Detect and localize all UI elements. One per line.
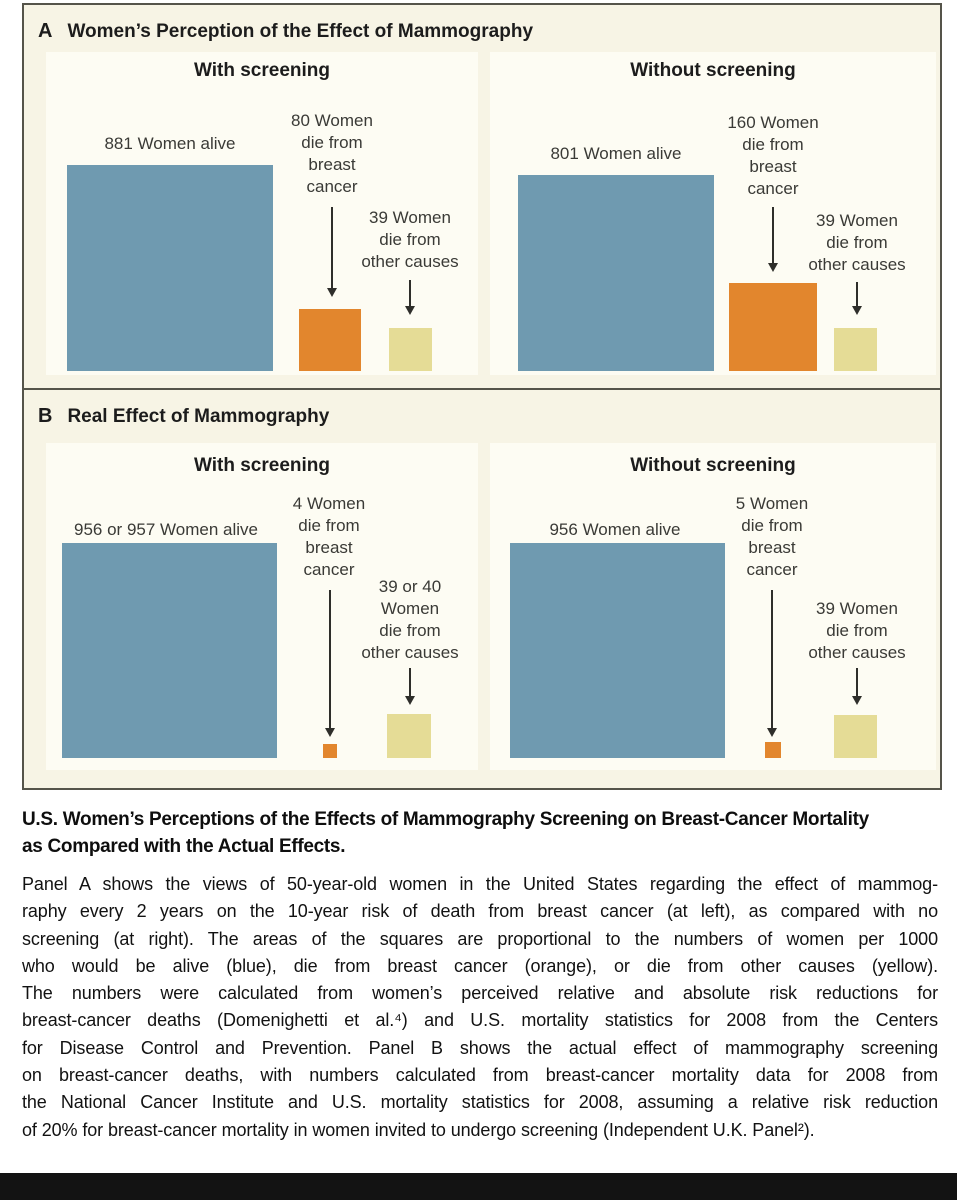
label-line: die from [826,233,888,252]
label-line: die from [741,516,803,535]
alive-square [518,175,714,371]
panel-b-with-screening-chart: With screening 956 or 957 Women alive 4 … [46,443,478,770]
label-line: 39 Women [369,208,451,227]
caption-line: the National Cancer Institute and U.S. m… [22,1092,938,1113]
label-line: breast [748,538,796,557]
down-arrow-icon [767,590,777,737]
chart-header-with-screening: With screening [193,60,330,81]
other-causes-square [834,715,877,758]
label-line: other causes [361,252,459,271]
other-causes-deaths-label: 39 Women die from other causes [808,598,905,664]
label-line: 39 or 40 [378,577,442,596]
breast-cancer-deaths-label: 5 Women die from breast cancer [736,493,808,581]
label-line: die from [298,516,360,535]
other-causes-square [834,328,877,371]
alive-square [510,543,725,758]
caption-line: on breast-cancer deaths, with numbers ca… [22,1065,938,1086]
label-line: other causes [808,255,906,274]
alive-count-label: 956 Women alive [549,520,681,539]
caption-line: raphy every 2 years on the 10-year risk … [22,901,938,922]
label-line: die from [379,621,441,640]
panel-a-letter: A [38,20,53,42]
other-causes-deaths-label: 39 Women die from other causes [808,210,905,276]
caption-line: Panel A shows the views of 50-year-old w… [22,874,938,894]
caption-line: of 20% for breast-cancer mortality in wo… [22,1119,815,1140]
caption-line: for Disease Control and Prevention. Pane… [22,1037,938,1058]
label-line: 39 Women [816,211,898,230]
panel-a-title: A Women’s Perception of the Effect of Ma… [38,20,533,43]
chart-header-with-screening: With screening [193,455,330,476]
breast-cancer-square [729,283,817,371]
alive-count-label: 881 Women alive [104,134,236,153]
caption-line: The numbers were calculated from women’s… [22,983,938,1004]
breast-cancer-deaths-label: 4 Women die from breast cancer [293,493,365,581]
label-line: Women [380,599,440,618]
down-arrow-icon [768,207,778,272]
label-line: 4 Women [292,494,366,513]
panel-a-title-text: Women’s Perception of the Effect of Mamm… [67,21,534,42]
chart-header-without-screening: Without screening [630,455,796,476]
down-arrow-icon [325,590,335,737]
caption-line: screening (at right). The areas of the s… [22,928,938,949]
breast-cancer-square [765,742,781,758]
caption-title-line: as Compared with the Actual Effects. [22,836,346,857]
figure-box: A Women’s Perception of the Effect of Ma… [22,3,942,790]
label-line: cancer [303,560,355,579]
label-line: 5 Women [735,494,809,513]
label-line: cancer [306,177,358,196]
caption-title: U.S. Women’s Perceptions of the Effects … [22,806,938,860]
caption-line: who would be alive (blue), die from brea… [22,955,938,976]
label-line: 39 Women [816,599,898,618]
down-arrow-icon [327,207,337,297]
caption-title-line: U.S. Women’s Perceptions of the Effects … [22,809,869,830]
breast-cancer-deaths-label: 160 Women die from breast cancer [727,112,818,200]
breast-cancer-square [323,744,337,758]
caption-body: Panel A shows the views of 50-year-old w… [22,871,938,1144]
panel-b-title-text: Real Effect of Mammography [67,406,330,427]
label-line: breast [749,157,797,176]
label-line: die from [826,621,888,640]
label-line: die from [379,230,441,249]
label-line: die from [301,133,363,152]
panel-a-with-screening-chart: With screening 881 Women alive 80 Women … [46,52,478,375]
panel-divider [24,388,940,390]
label-line: 160 Women [727,113,819,132]
label-line: die from [742,135,804,154]
down-arrow-icon [852,668,862,705]
panel-a-without-screening-chart: Without screening 801 Women alive 160 Wo… [490,52,936,375]
panel-b-letter: B [38,405,53,427]
breast-cancer-deaths-label: 80 Women die from breast cancer [291,110,373,198]
caption-line: breast-cancer deaths (Domenighetti et al… [22,1010,938,1031]
alive-count-label: 956 or 957 Women alive [74,520,258,539]
chart-header-without-screening: Without screening [630,60,796,81]
label-line: other causes [361,643,459,662]
label-line: breast [305,538,353,557]
down-arrow-icon [405,280,415,315]
label-line: breast [308,155,356,174]
alive-square [67,165,273,371]
other-causes-deaths-label: 39 or 40 Women die from other causes [361,576,458,664]
bottom-black-bar [0,1173,957,1200]
alive-square [62,543,277,758]
label-line: 80 Women [291,111,373,130]
down-arrow-icon [852,282,862,315]
breast-cancer-square [299,309,361,371]
other-causes-square [387,714,431,758]
label-line: cancer [747,179,799,198]
panel-b-without-screening-chart: Without screening 956 Women alive 5 Wome… [490,443,936,770]
label-line: cancer [746,560,798,579]
panel-b-title: B Real Effect of Mammography [38,405,329,428]
label-line: other causes [808,643,906,662]
alive-count-label: 801 Women alive [550,144,682,163]
other-causes-square [389,328,432,371]
other-causes-deaths-label: 39 Women die from other causes [361,207,458,273]
down-arrow-icon [405,668,415,705]
